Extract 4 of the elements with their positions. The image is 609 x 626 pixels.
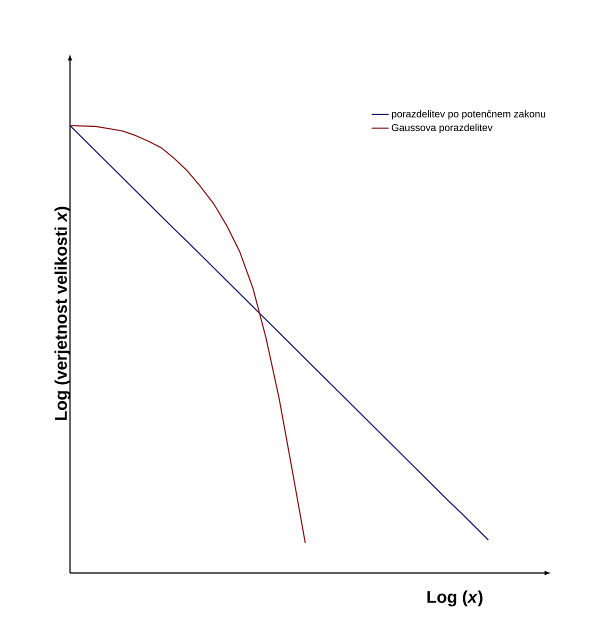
legend-label: Gaussova porazdelitev [392,124,493,134]
y-axis-title: Log (verjetnost velikosti x) [54,206,70,420]
legend-label: porazdelitev po potenčnem zakonu [392,110,546,120]
x-axis-title: Log (x) [427,590,482,606]
